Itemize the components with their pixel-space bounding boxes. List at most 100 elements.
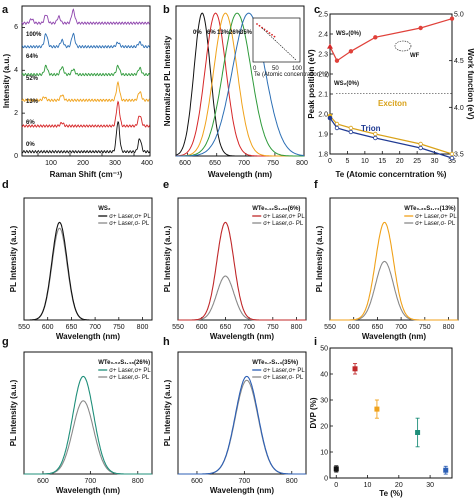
ytick-c: 2.4: [318, 32, 328, 39]
pl-curve-e-plus: [178, 221, 306, 321]
ytick-c: 1.8: [318, 152, 328, 159]
xtick-b-2: 700: [238, 160, 250, 167]
xtick-c: 5: [345, 158, 349, 165]
inset-xtick-2: 100: [292, 66, 303, 72]
y2tick-c: 3.5: [454, 152, 464, 159]
pl-label-6: 6%: [207, 30, 216, 36]
dvp-point-1: [352, 366, 358, 372]
legend-label-h-1: σ+ Laser,σ- PL: [263, 375, 304, 381]
y2tick-c: 4.0: [454, 105, 464, 112]
ytick-a-1: 2: [14, 110, 18, 117]
raman-label-52: 52%: [26, 76, 39, 82]
xtick-i: 20: [395, 482, 403, 489]
raman-label-0: 0%: [26, 142, 35, 148]
panel-title-f: WTe₀.₂₆S₁.₇₄(13%): [404, 206, 455, 212]
panel-h: PL Intensity (a.u.) Wavelength (nm) 600 700…: [163, 351, 307, 495]
wf-ws2-triangle: [327, 43, 333, 49]
inset-trend-line: [261, 27, 297, 61]
raman-spectrum-13: [21, 80, 150, 103]
inset-xlabel: Te (Atomic concentration %): [254, 72, 329, 78]
pl-curve-f-minus: [330, 260, 458, 321]
raman-label-13: 13%: [26, 99, 39, 105]
xtick-d: 700: [89, 324, 101, 331]
ytick-a-3: 6: [14, 24, 18, 31]
xtick-a-3: 400: [141, 160, 153, 167]
point-exciton: [348, 125, 354, 131]
annot-wf: WF: [410, 53, 420, 59]
ytick-c: 2.5: [318, 12, 328, 19]
ylabel-i: DVP (%): [309, 397, 318, 428]
xtick-c: 15: [378, 158, 386, 165]
ytick-i: 50: [320, 346, 328, 353]
plot-frame-a: [21, 5, 151, 157]
series-line-exciton: [329, 115, 453, 155]
point-trion-ws2: [327, 115, 333, 121]
y2tick-c: 5.0: [454, 12, 464, 19]
dvp-point-0: [333, 466, 339, 472]
series-line-wf: [329, 18, 453, 62]
xtick-c: 20: [396, 158, 404, 165]
legend-label-e-1: σ+ Laser,σ- PL: [263, 221, 304, 227]
xtick-g: 800: [132, 478, 144, 485]
legend-label-f-0: σ+ Laser,σ+ PL: [415, 214, 457, 220]
point-trion: [348, 129, 354, 135]
ytick-c: 2.2: [318, 72, 328, 79]
pl-label-0: 0%: [193, 30, 202, 36]
xtick-i: 10: [364, 482, 372, 489]
inset-point: [256, 23, 258, 25]
ylabel-f: PL Intensity (a.u.): [315, 225, 324, 292]
panel-label-b: b: [163, 4, 170, 16]
plot-frame-c: [329, 13, 453, 155]
xtick-f: 750: [419, 324, 431, 331]
xtick-e: 600: [196, 324, 208, 331]
panel-title-g: WTe₀.₅₂S₁.₄₈(26%): [98, 360, 150, 366]
xtick-e: 750: [267, 324, 279, 331]
xtick-c: 35: [448, 158, 456, 165]
legend-label-d-0: σ+ Laser,σ+ PL: [109, 214, 151, 220]
plot-frame-f: [329, 197, 459, 321]
xtick-a-2: 300: [109, 160, 121, 167]
ytick-i: 20: [320, 424, 328, 431]
xtick-a-0: 100: [45, 160, 57, 167]
point-exciton: [449, 151, 455, 157]
ylabel-c: Peak position (eV): [307, 49, 316, 119]
panel-title-h: WTe₀.₇S₁.₃(35%): [252, 360, 298, 366]
xtick-g: 700: [85, 478, 97, 485]
xtick-b-3: 750: [267, 160, 279, 167]
ytick-i: 40: [320, 372, 328, 379]
plot-frame-i: [329, 347, 453, 479]
xtick-d: 550: [18, 324, 30, 331]
raman-spectrum-100: [21, 8, 150, 25]
panel-label-i: i: [314, 336, 317, 348]
xtick-e: 650: [220, 324, 232, 331]
pl-curve-e-minus: [178, 275, 306, 321]
panel-b: Normalized PL Intensity Wavelength (nm) …: [163, 5, 329, 179]
point-wf: [418, 25, 423, 31]
plot-frame-e: [177, 197, 307, 321]
inset-point: [273, 35, 276, 38]
xlabel-c: Te (Atomic concerntration %): [336, 170, 447, 179]
dvp-point-3: [415, 430, 421, 435]
panel-e: PL Intensity (a.u.) Wavelength (nm) 550 600…: [163, 197, 307, 341]
xtick-f: 650: [372, 324, 384, 331]
ylabel-e: PL Intensity (a.u.): [163, 225, 172, 292]
inset-point: [258, 24, 261, 27]
inset-point: [271, 33, 273, 36]
point-trion: [334, 125, 340, 131]
xtick-c: 0: [328, 158, 332, 165]
ytick-i: 30: [320, 398, 328, 405]
xtick-d: 600: [42, 324, 54, 331]
raman-spectrum-0: [21, 121, 151, 154]
panel-label-f: f: [314, 179, 318, 191]
ylabel2-c: Work function (eV): [466, 49, 474, 120]
raman-spectrum-6: [21, 100, 151, 128]
pl-curve-35: [176, 12, 304, 157]
panel-title-d: WS₂: [98, 206, 111, 212]
xlabel-h: Wavelength (nm): [210, 486, 274, 495]
point-trion: [373, 135, 378, 141]
xtick-a-1: 200: [77, 160, 89, 167]
pl-label-13: 13%: [217, 30, 230, 36]
xtick-h: 800: [286, 478, 298, 485]
pl-curve-h-minus: [178, 379, 306, 475]
pl-label-26: 26%: [229, 30, 242, 36]
